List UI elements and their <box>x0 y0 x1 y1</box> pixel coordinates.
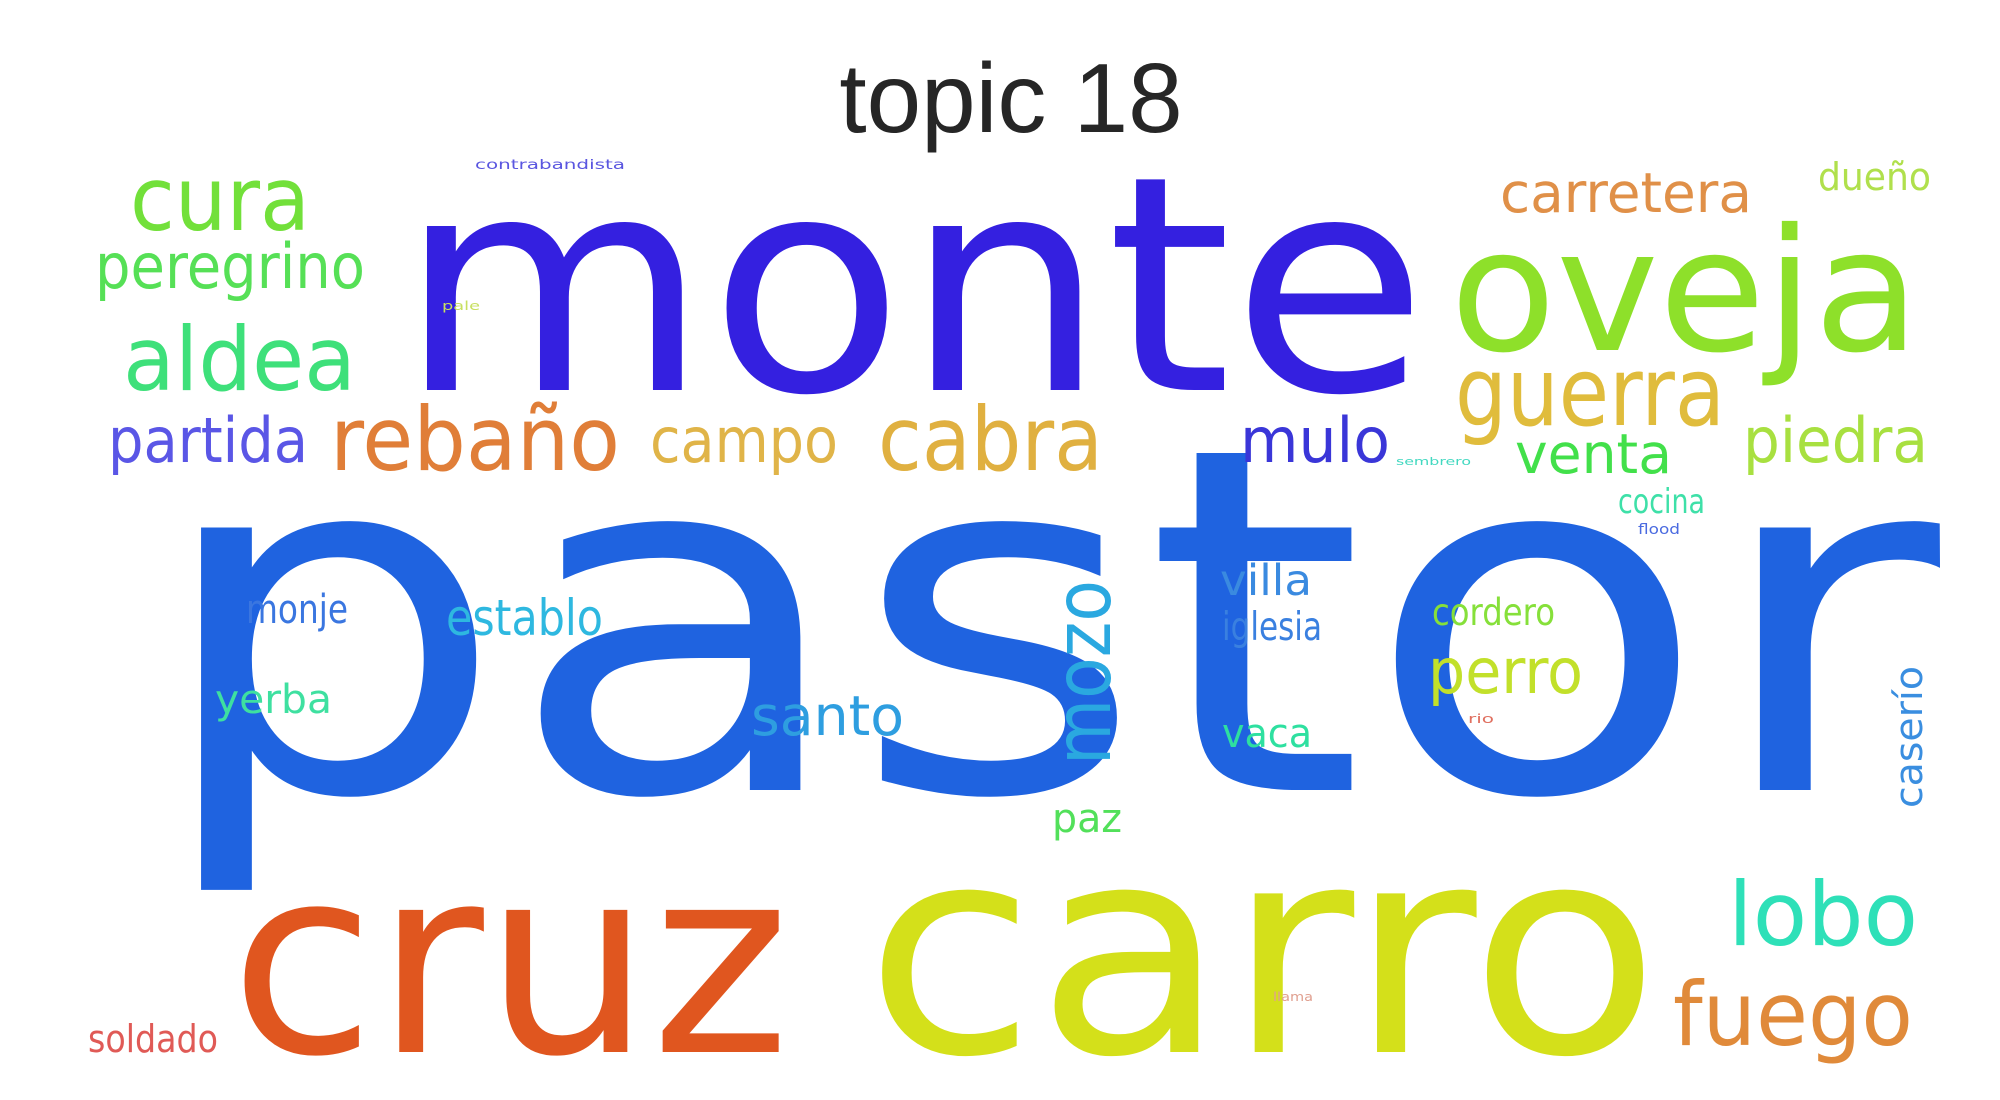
word-aldea: aldea <box>123 308 356 411</box>
word-establo: establo <box>446 589 603 647</box>
word-pale: pale <box>442 299 480 313</box>
word-carretera: carretera <box>1500 161 1752 225</box>
word-villa: villa <box>1220 556 1312 606</box>
word-iglesia: iglesia <box>1222 605 1322 650</box>
word-guerra: guerra <box>1455 338 1725 448</box>
word-dueño: dueño <box>1818 155 1931 199</box>
page-title: topic 18 <box>839 43 1183 153</box>
word-caserío: caserío <box>1887 666 1931 808</box>
word-peregrino: peregrino <box>95 230 365 303</box>
word-perro: perro <box>1428 635 1583 708</box>
word-yerba: yerba <box>215 677 332 723</box>
word-mozo: mozo <box>1039 580 1129 765</box>
word-vaca: vaca <box>1222 711 1312 757</box>
word-contrabandista: contrabandista <box>475 158 625 173</box>
word-cocina: cocina <box>1618 482 1705 522</box>
word-flood: flood <box>1638 522 1680 538</box>
word-campo: campo <box>650 404 838 477</box>
word-partida: partida <box>108 404 308 477</box>
word-monje: monje <box>246 587 348 633</box>
word-soldado: soldado <box>88 1017 218 1061</box>
word-cura: cura <box>130 148 310 251</box>
word-fuego: fuego <box>1673 963 1913 1066</box>
word-carro: carro <box>865 784 1660 1100</box>
word-monte: monte <box>398 112 1428 461</box>
word-cruz: cruz <box>230 812 790 1100</box>
word-sembrero: sembrero <box>1396 455 1471 468</box>
word-paz: paz <box>1052 796 1122 842</box>
word-llama: llama <box>1273 990 1313 1004</box>
word-venta: venta <box>1515 422 1672 486</box>
word-pastor: pastor <box>150 345 1946 904</box>
word-oveja: oveja <box>1450 193 1920 391</box>
word-piedra: piedra <box>1743 404 1928 477</box>
word-rebaño: rebaño <box>330 388 620 491</box>
word-cabra: cabra <box>878 388 1103 491</box>
word-mulo: mulo <box>1240 404 1390 477</box>
word-cordero: cordero <box>1432 591 1555 634</box>
word-lobo: lobo <box>1728 863 1918 966</box>
word-rio: rio <box>1468 712 1494 726</box>
word-santo: santo <box>751 684 904 748</box>
